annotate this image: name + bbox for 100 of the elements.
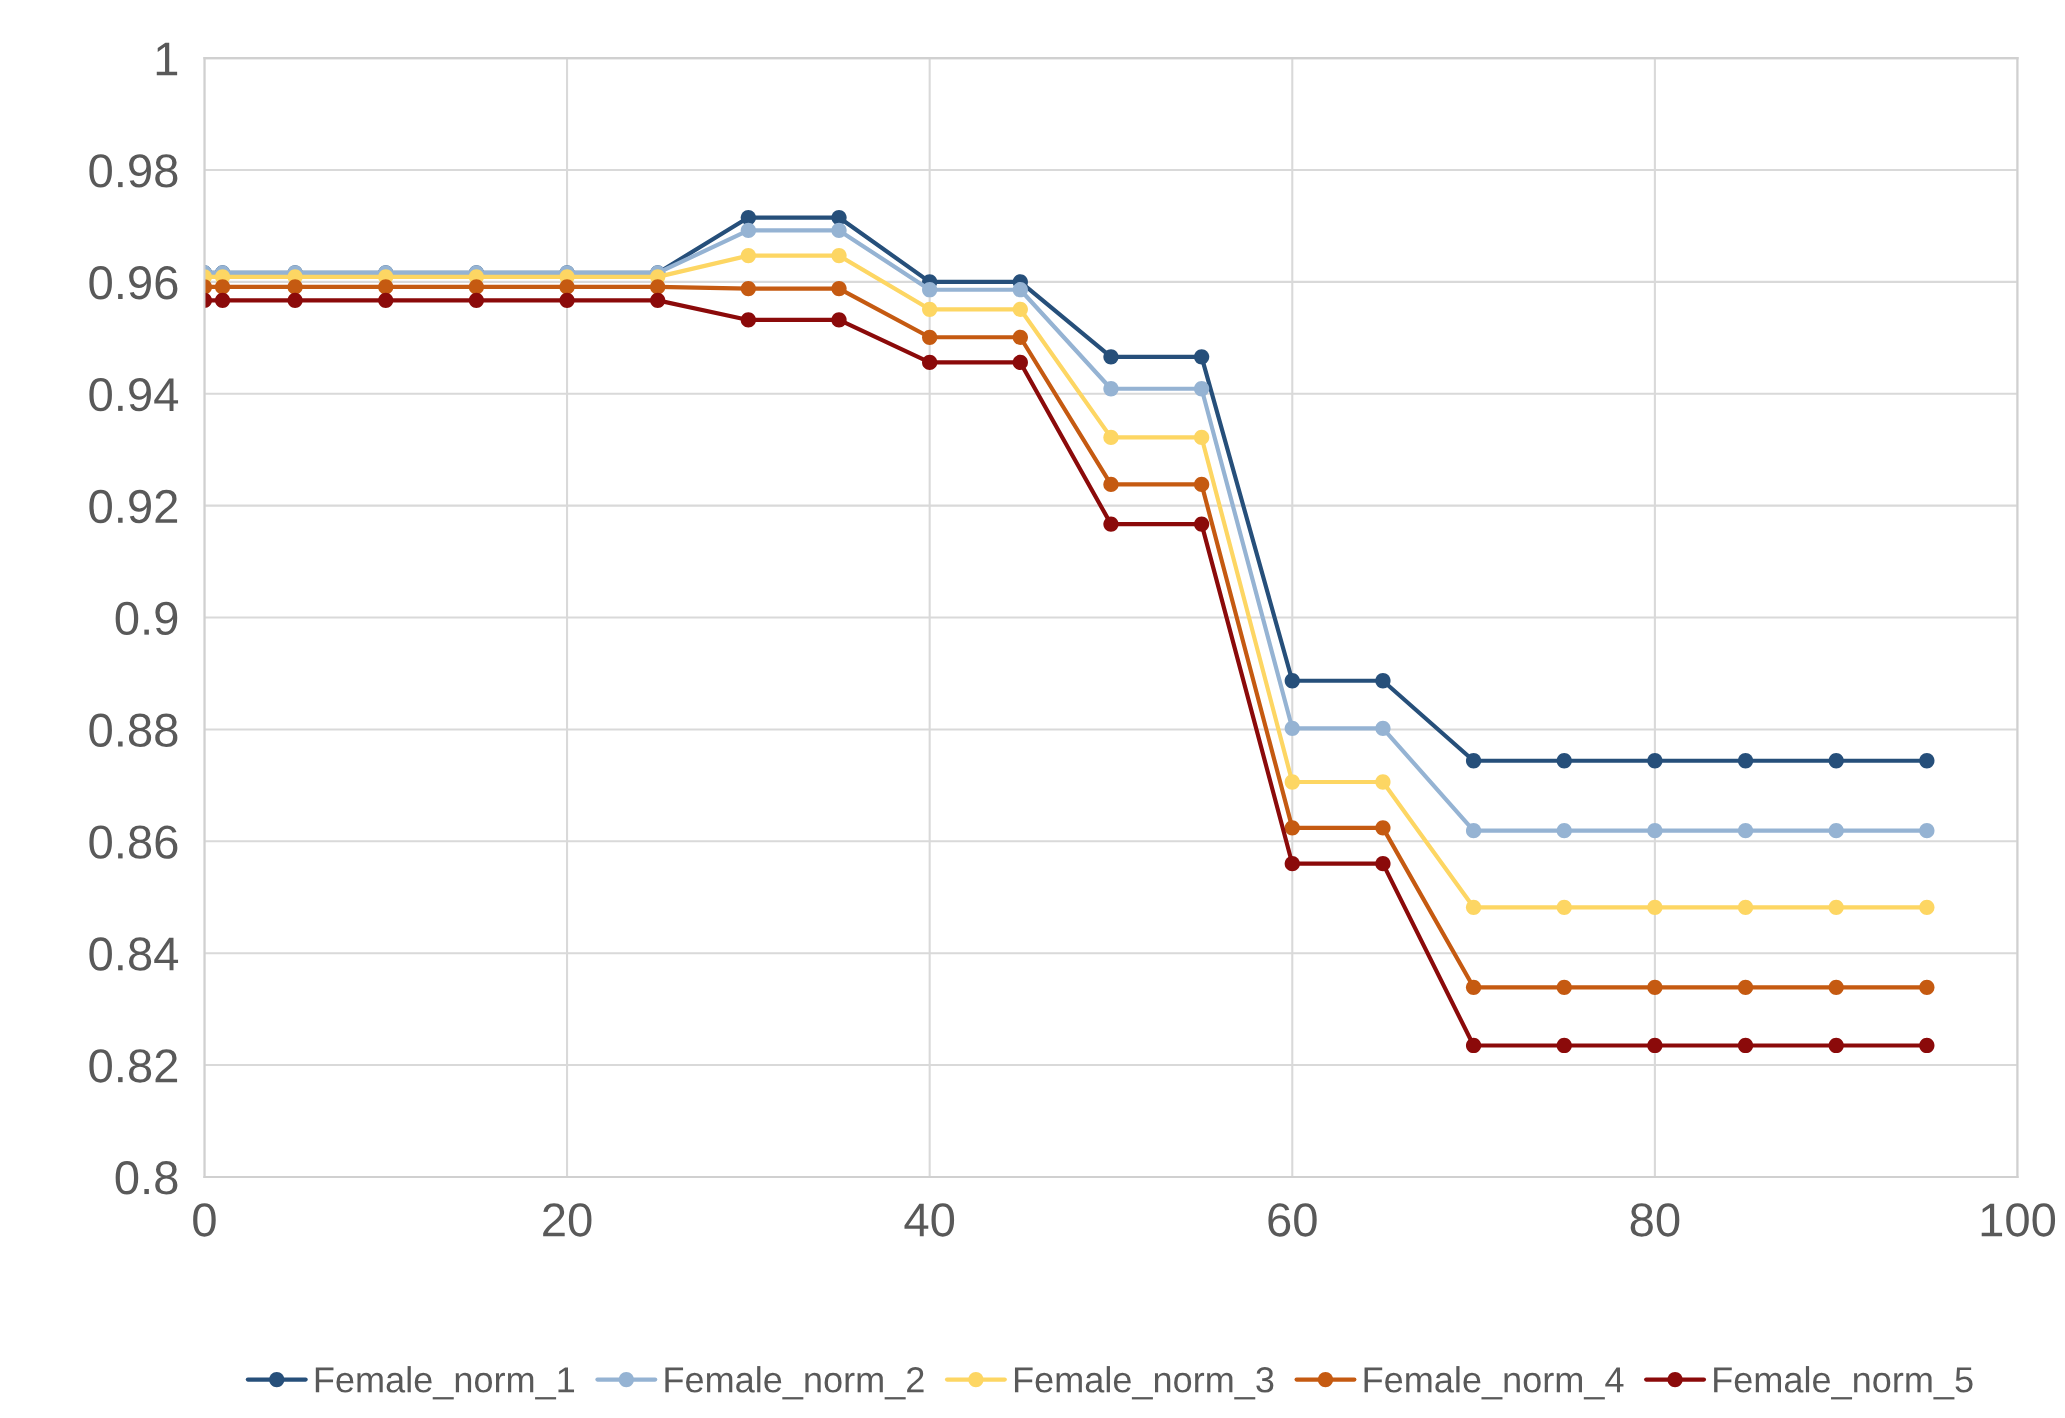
point xyxy=(468,279,485,295)
y-tick-label: 0.84 xyxy=(89,937,179,971)
y-tick-label: 0.88 xyxy=(89,713,178,747)
point xyxy=(1284,720,1300,736)
point xyxy=(1828,899,1844,915)
point xyxy=(1193,429,1210,446)
legend-label: Female_norm_2 xyxy=(665,1366,924,1400)
point xyxy=(922,282,938,298)
point xyxy=(831,247,847,264)
point xyxy=(650,279,666,295)
point xyxy=(1103,516,1119,532)
y-tick-label: 0.98 xyxy=(89,154,178,188)
y-tick-label: 1 xyxy=(156,42,178,76)
point xyxy=(1012,282,1028,298)
point xyxy=(378,292,394,308)
point xyxy=(1737,823,1754,839)
point xyxy=(1556,753,1572,769)
point xyxy=(740,247,756,264)
point xyxy=(1465,899,1482,915)
point xyxy=(1737,1037,1754,1054)
point xyxy=(1828,1037,1844,1054)
point xyxy=(1647,979,1663,995)
point xyxy=(1828,823,1844,839)
point xyxy=(1193,516,1210,532)
point xyxy=(1737,979,1754,995)
point xyxy=(1284,856,1300,872)
y-tick-label: 0.96 xyxy=(89,266,178,300)
point xyxy=(214,292,231,308)
point xyxy=(214,279,231,295)
point xyxy=(1375,673,1391,689)
point xyxy=(1284,820,1300,836)
point xyxy=(1284,673,1300,689)
point xyxy=(650,292,666,308)
point xyxy=(1556,979,1572,995)
point xyxy=(922,301,938,317)
point xyxy=(1647,1037,1663,1054)
point xyxy=(1737,899,1754,915)
point xyxy=(1012,301,1028,317)
point xyxy=(378,279,394,295)
x-tick-label: 0 xyxy=(193,1203,216,1237)
point xyxy=(831,222,847,239)
x-tick-label: 80 xyxy=(1630,1203,1680,1237)
legend-label: Female_norm_5 xyxy=(1714,1366,1973,1400)
point xyxy=(1919,899,1935,915)
x-tick-label: 60 xyxy=(1268,1203,1317,1237)
point xyxy=(1375,856,1391,872)
point xyxy=(1465,1037,1482,1054)
point xyxy=(1012,329,1028,345)
point xyxy=(1193,476,1210,493)
point xyxy=(1103,476,1119,493)
point xyxy=(1556,1037,1572,1054)
point xyxy=(740,222,756,239)
point xyxy=(1012,354,1028,371)
point xyxy=(1193,381,1210,397)
point xyxy=(1919,823,1935,839)
point xyxy=(559,292,575,308)
point xyxy=(1647,899,1663,915)
x-tick-label: 20 xyxy=(543,1203,592,1237)
point xyxy=(922,329,938,345)
point xyxy=(740,280,756,297)
point xyxy=(1919,979,1935,995)
x-tick-label: 40 xyxy=(904,1203,955,1237)
point xyxy=(831,312,847,328)
legend-label: Female_norm_1 xyxy=(315,1366,575,1400)
point xyxy=(1103,349,1119,365)
point xyxy=(1919,753,1935,769)
point xyxy=(1375,774,1391,790)
point xyxy=(287,279,303,295)
y-tick-label: 0.8 xyxy=(115,1161,178,1195)
y-tick-label: 0.92 xyxy=(89,489,178,524)
point xyxy=(1828,753,1844,769)
y-tick-label: 0.9 xyxy=(115,601,178,636)
legend-label: Female_norm_3 xyxy=(1014,1366,1274,1400)
point xyxy=(922,354,938,371)
point xyxy=(1193,349,1210,365)
x-tick-label: 100 xyxy=(1981,1203,2056,1237)
y-tick-label: 0.86 xyxy=(89,825,178,859)
point xyxy=(1465,823,1482,839)
point xyxy=(1647,753,1663,769)
point xyxy=(1737,753,1754,769)
point xyxy=(1556,823,1572,839)
point xyxy=(1647,823,1663,839)
point xyxy=(1375,820,1391,836)
point xyxy=(831,280,847,297)
point xyxy=(1375,720,1391,736)
point xyxy=(287,292,303,308)
point xyxy=(740,209,756,226)
point xyxy=(1465,753,1482,769)
point xyxy=(1284,774,1300,790)
point xyxy=(1556,899,1572,915)
point xyxy=(1103,429,1119,446)
legend-label: Female_norm_4 xyxy=(1364,1366,1624,1400)
point xyxy=(559,279,575,295)
point xyxy=(468,292,485,308)
point xyxy=(740,312,756,328)
point xyxy=(831,209,847,226)
y-tick-label: 0.82 xyxy=(89,1049,178,1083)
point xyxy=(1103,381,1119,397)
point xyxy=(1828,979,1844,995)
point xyxy=(1919,1037,1935,1054)
